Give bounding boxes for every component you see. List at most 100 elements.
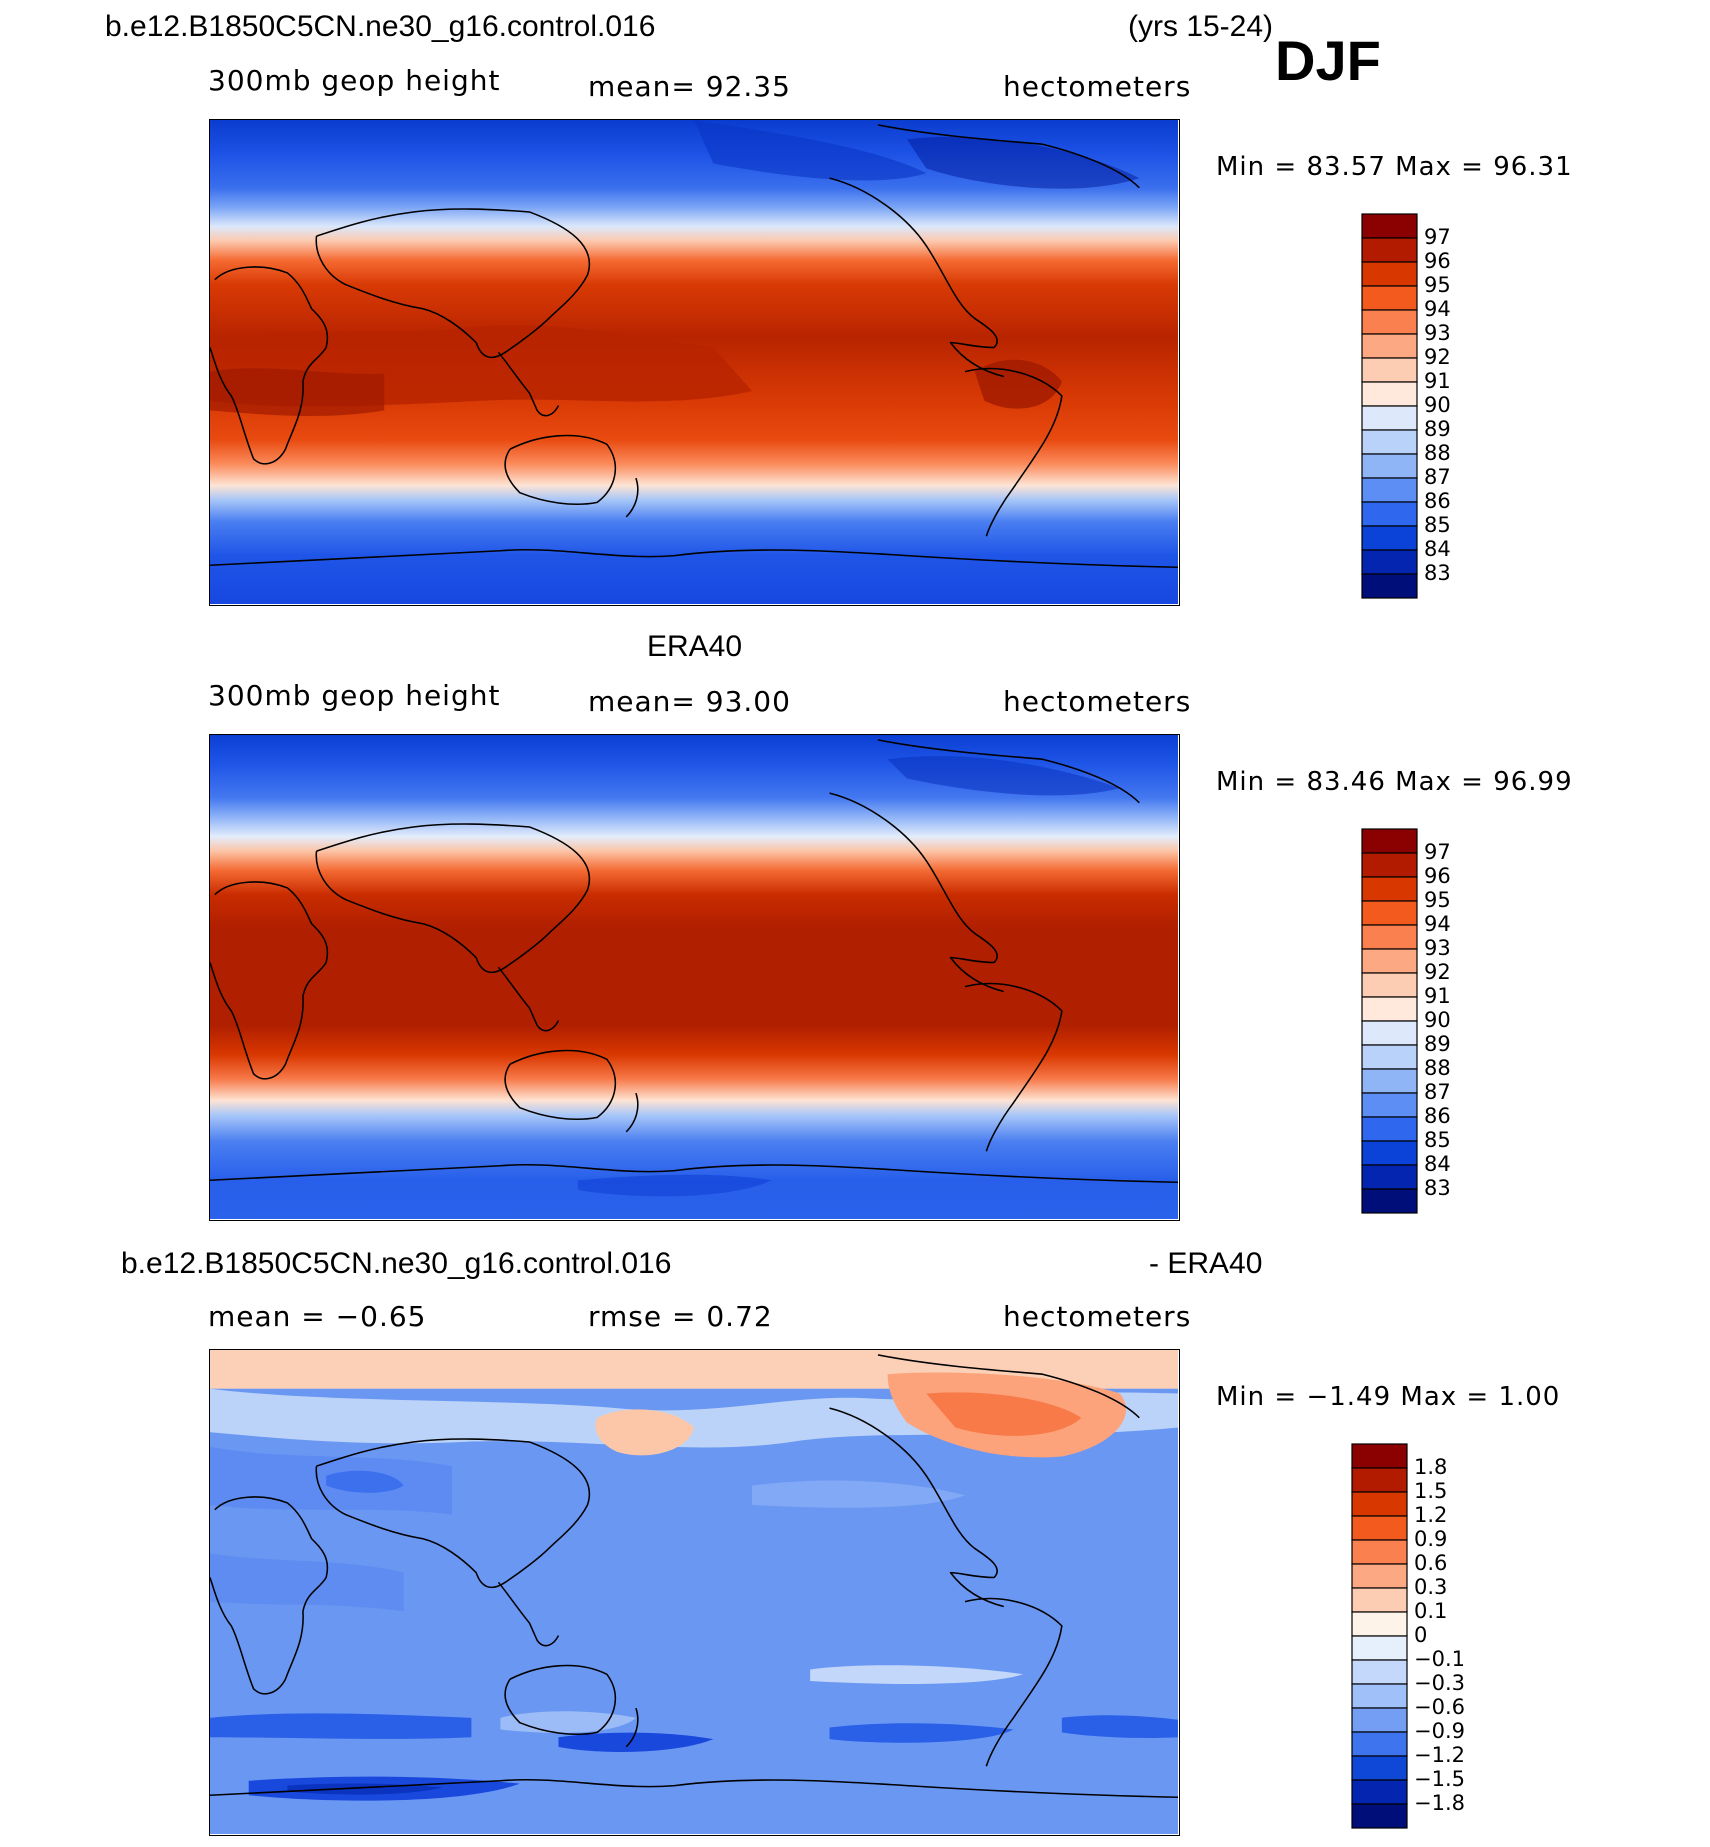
colorbar-tick-label: 93 xyxy=(1424,936,1451,960)
colorbar-tick-label: 90 xyxy=(1424,1008,1451,1032)
colorbar-tick-label: 84 xyxy=(1424,1152,1451,1176)
map-panel-model xyxy=(209,119,1180,606)
colorbar-swatch xyxy=(1361,948,1418,974)
panel-model-field: 300mb geop height xyxy=(208,64,501,97)
panel-diff-mean: mean = −0.65 xyxy=(208,1300,427,1333)
colorbar-swatch xyxy=(1361,1116,1418,1142)
colorbar-obs xyxy=(1361,828,1418,1214)
colorbar-tick-label: 0.3 xyxy=(1414,1575,1448,1599)
colorbar-swatch xyxy=(1361,213,1418,239)
colorbar-swatch xyxy=(1351,1587,1408,1613)
colorbar-tick-label: 1.2 xyxy=(1414,1503,1448,1527)
panel-diff-units: hectometers xyxy=(1003,1300,1192,1333)
colorbar-tick-label: −0.6 xyxy=(1414,1695,1465,1719)
colorbar-swatch xyxy=(1361,453,1418,479)
colorbar-tick-label: 85 xyxy=(1424,513,1451,537)
season-label: DJF xyxy=(1275,29,1381,92)
colorbar-tick-label: 97 xyxy=(1424,225,1451,249)
colorbar-swatch xyxy=(1351,1563,1408,1589)
colorbar-swatch xyxy=(1351,1539,1408,1565)
colorbar-tick-label: 87 xyxy=(1424,465,1451,489)
colorbar-tick-label: 93 xyxy=(1424,321,1451,345)
colorbar-swatch xyxy=(1361,1068,1418,1094)
colorbar-obs-swatches xyxy=(1361,828,1418,1214)
colorbar-tick-label: 95 xyxy=(1424,273,1451,297)
colorbar-tick-label: 92 xyxy=(1424,960,1451,984)
colorbar-tick-label: 96 xyxy=(1424,864,1451,888)
colorbar-swatch xyxy=(1361,573,1418,599)
colorbar-swatch xyxy=(1361,501,1418,527)
colorbar-tick-label: 89 xyxy=(1424,417,1451,441)
colorbar-tick-label: 90 xyxy=(1424,393,1451,417)
panel-model-mean: mean= 92.35 xyxy=(588,70,791,103)
case-name: b.e12.B1850C5CN.ne30_g16.control.016 xyxy=(105,10,656,43)
colorbar-swatch xyxy=(1361,972,1418,998)
colorbar-tick-label: 83 xyxy=(1424,1176,1451,1200)
colorbar-swatch xyxy=(1361,852,1418,878)
colorbar-swatch xyxy=(1361,1188,1418,1214)
colorbar-tick-label: 97 xyxy=(1424,840,1451,864)
colorbar-tick-label: 91 xyxy=(1424,369,1451,393)
colorbar-tick-label: 94 xyxy=(1424,912,1451,936)
colorbar-swatch xyxy=(1361,381,1418,407)
colorbar-tick-label: 95 xyxy=(1424,888,1451,912)
colorbar-swatch xyxy=(1351,1707,1408,1733)
colorbar-swatch xyxy=(1361,357,1418,383)
colorbar-diff xyxy=(1351,1443,1408,1829)
colorbar-swatch xyxy=(1361,828,1418,854)
colorbar-swatch xyxy=(1351,1803,1408,1829)
map-panel-obs xyxy=(209,734,1180,1221)
panel-diff-rmse: rmse = 0.72 xyxy=(588,1300,773,1333)
colorbar-swatch xyxy=(1361,405,1418,431)
colorbar-swatch xyxy=(1351,1683,1408,1709)
colorbar-swatch xyxy=(1361,525,1418,551)
colorbar-tick-label: −1.8 xyxy=(1414,1791,1465,1815)
colorbar-swatch xyxy=(1361,309,1418,335)
colorbar-tick-label: −1.2 xyxy=(1414,1743,1465,1767)
colorbar-swatch xyxy=(1351,1635,1408,1661)
colorbar-swatch xyxy=(1351,1515,1408,1541)
colorbar-diff-swatches xyxy=(1351,1443,1408,1829)
colorbar-tick-label: 87 xyxy=(1424,1080,1451,1104)
panel-obs-units: hectometers xyxy=(1003,685,1192,718)
colorbar-tick-label: 0.9 xyxy=(1414,1527,1448,1551)
colorbar-tick-label: −0.3 xyxy=(1414,1671,1465,1695)
colorbar-swatch xyxy=(1361,1140,1418,1166)
colorbar-swatch xyxy=(1351,1443,1408,1469)
panel-diff-minmax: Min = −1.49 Max = 1.00 xyxy=(1216,1382,1561,1412)
colorbar-swatch xyxy=(1361,924,1418,950)
colorbar-swatch xyxy=(1351,1779,1408,1805)
colorbar-tick-label: −1.5 xyxy=(1414,1767,1465,1791)
panel-model-units: hectometers xyxy=(1003,70,1192,103)
colorbar-swatch xyxy=(1361,477,1418,503)
colorbar-tick-label: 89 xyxy=(1424,1032,1451,1056)
panel-diff-title-right: - ERA40 xyxy=(1149,1247,1263,1280)
colorbar-swatch xyxy=(1361,261,1418,287)
colorbar-tick-label: 0.1 xyxy=(1414,1599,1448,1623)
colorbar-tick-label: 0.6 xyxy=(1414,1551,1448,1575)
colorbar-tick-label: −0.9 xyxy=(1414,1719,1465,1743)
panel-obs-title: ERA40 xyxy=(647,630,743,663)
colorbar-tick-label: 85 xyxy=(1424,1128,1451,1152)
colorbar-tick-label: 86 xyxy=(1424,1104,1451,1128)
colorbar-swatch xyxy=(1351,1755,1408,1781)
colorbar-tick-label: 88 xyxy=(1424,1056,1451,1080)
colorbar-tick-label: 1.8 xyxy=(1414,1455,1448,1479)
colorbar-swatch xyxy=(1361,549,1418,575)
colorbar-swatch xyxy=(1351,1731,1408,1757)
colorbar-model xyxy=(1361,213,1418,599)
colorbar-swatch xyxy=(1361,996,1418,1022)
panel-obs-field: 300mb geop height xyxy=(208,679,501,712)
colorbar-swatch xyxy=(1351,1659,1408,1685)
colorbar-swatch xyxy=(1361,900,1418,926)
colorbar-model-swatches xyxy=(1361,213,1418,599)
years-label: (yrs 15-24) xyxy=(1128,10,1274,43)
colorbar-tick-label: −0.1 xyxy=(1414,1647,1465,1671)
colorbar-swatch xyxy=(1351,1491,1408,1517)
colorbar-swatch xyxy=(1361,1020,1418,1046)
colorbar-tick-label: 91 xyxy=(1424,984,1451,1008)
colorbar-tick-label: 83 xyxy=(1424,561,1451,585)
colorbar-tick-label: 84 xyxy=(1424,537,1451,561)
colorbar-tick-label: 1.5 xyxy=(1414,1479,1448,1503)
colorbar-tick-label: 88 xyxy=(1424,441,1451,465)
